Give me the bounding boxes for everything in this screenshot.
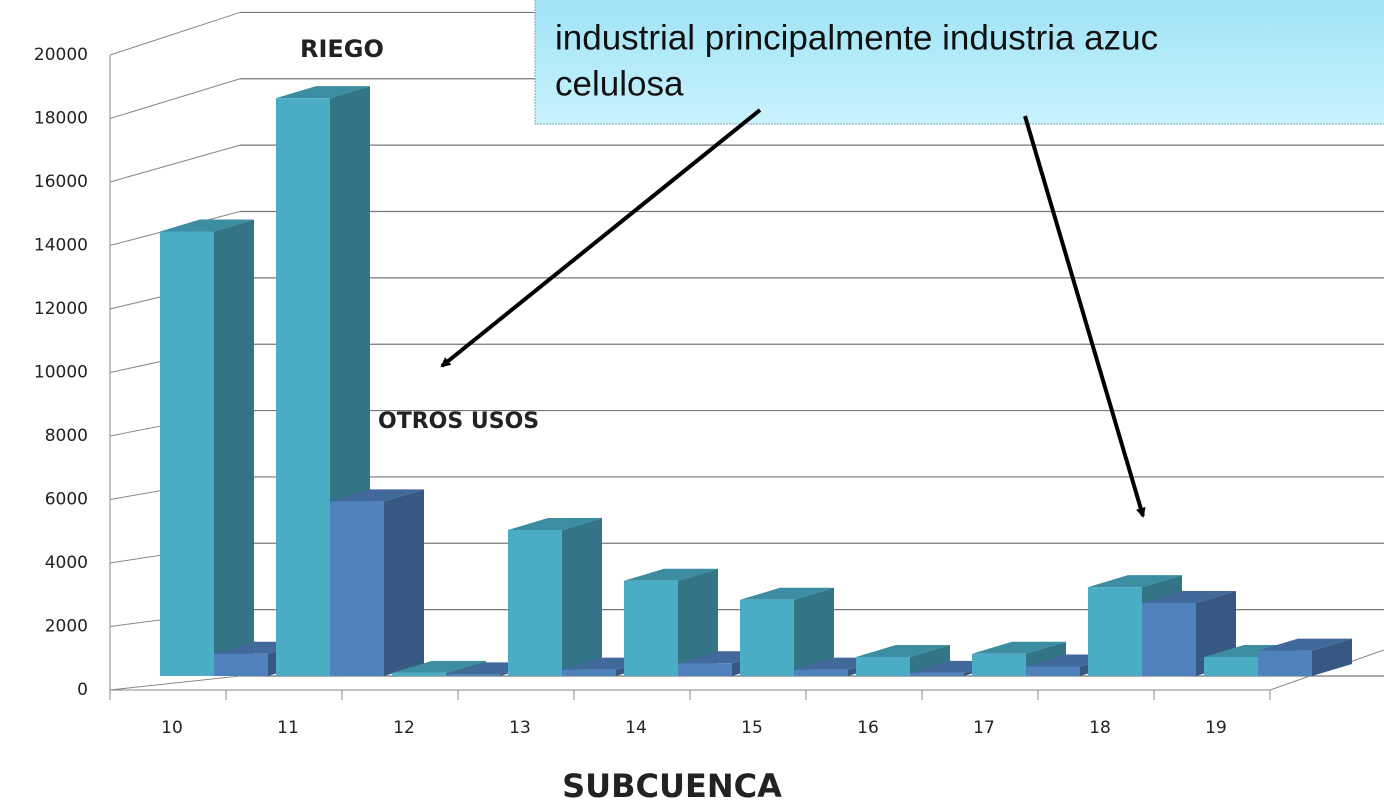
- x-axis-label: SUBCUENCA: [562, 767, 782, 804]
- bar-top: [330, 489, 424, 502]
- bar-front: [276, 98, 330, 676]
- callout-box: [534, 0, 1384, 125]
- bar: [856, 644, 950, 676]
- bar: [1258, 638, 1352, 676]
- bar-top: [624, 568, 718, 581]
- bar-front: [330, 501, 384, 676]
- bar-top: [392, 660, 486, 673]
- bar-front: [1258, 650, 1312, 676]
- y-tick-label: 12000: [34, 299, 88, 319]
- series-label: OTROS USOS: [378, 409, 539, 434]
- y-tick-label: 2000: [45, 617, 88, 637]
- y-tick-label: 10000: [34, 363, 88, 383]
- bar-front: [562, 669, 616, 676]
- bar: [330, 489, 424, 676]
- y-tick-label: 14000: [34, 236, 88, 256]
- bar-side: [1312, 638, 1352, 676]
- bar-front: [856, 656, 910, 676]
- bar: [624, 568, 718, 676]
- x-tick-label: 18: [1089, 718, 1111, 738]
- bar: [160, 219, 254, 676]
- bar-side: [794, 587, 834, 676]
- arrow: [440, 108, 762, 368]
- grid-line: [109, 675, 241, 691]
- bar-top: [508, 517, 602, 530]
- y-tick-label: 20000: [34, 45, 88, 65]
- y-tick-label: 4000: [45, 553, 88, 573]
- grid-line: [109, 11, 241, 56]
- bar: [508, 517, 602, 676]
- bar-front: [794, 669, 848, 676]
- bar-front: [392, 672, 446, 676]
- bar-front: [1142, 602, 1196, 676]
- bar: [276, 86, 370, 676]
- callout-text: celulosa: [555, 64, 684, 103]
- bar-side: [214, 219, 254, 676]
- x-tick-label: 19: [1205, 718, 1227, 738]
- bar-front: [910, 672, 964, 676]
- bar-front: [624, 580, 678, 676]
- bar-front: [214, 653, 268, 676]
- x-tick-label: 11: [277, 718, 299, 738]
- bar-top: [972, 641, 1066, 654]
- grid-line: [109, 78, 241, 119]
- x-tick-label: 10: [161, 718, 183, 738]
- y-tick-label: 18000: [34, 109, 88, 129]
- x-tick-label: 15: [741, 718, 763, 738]
- bar-top: [1088, 575, 1182, 588]
- bar-top: [1258, 638, 1352, 651]
- y-tick-label: 6000: [45, 490, 88, 510]
- x-tick-label: 12: [393, 718, 415, 738]
- bar-side: [910, 644, 950, 676]
- bar-front: [972, 653, 1026, 676]
- x-tick-label: 13: [509, 718, 531, 738]
- y-tick-label: 16000: [34, 172, 88, 192]
- bar-top: [160, 219, 254, 232]
- bar-top: [1142, 590, 1236, 603]
- bar-side: [562, 517, 602, 676]
- x-tick-label: 17: [973, 718, 995, 738]
- bar-top: [856, 644, 950, 657]
- bar-front: [1026, 666, 1080, 676]
- bar-front: [446, 674, 500, 676]
- bar-front: [508, 529, 562, 676]
- arrow: [1023, 115, 1146, 518]
- bar-top: [740, 587, 834, 600]
- x-tick-label: 14: [625, 718, 647, 738]
- y-tick-label: 0: [77, 680, 88, 700]
- series-label: RIEGO: [300, 35, 384, 63]
- bar-side: [678, 568, 718, 676]
- grid-line: [109, 144, 241, 183]
- bars: [160, 86, 1352, 676]
- bar-top: [276, 86, 370, 99]
- bar-front: [1088, 587, 1142, 676]
- bar: [740, 587, 834, 676]
- bar-front: [160, 231, 214, 676]
- bar-front: [1204, 656, 1258, 676]
- y-tick-label: 8000: [45, 426, 88, 446]
- callout-text: industrial principalmente industria azuc: [555, 18, 1158, 57]
- bar-front: [740, 599, 794, 676]
- bar-side: [384, 489, 424, 676]
- bar-front: [678, 663, 732, 676]
- x-tick-label: 16: [857, 718, 879, 738]
